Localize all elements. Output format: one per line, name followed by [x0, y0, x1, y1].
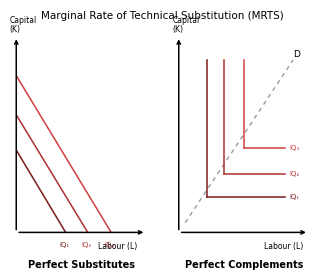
- Text: IQ₃: IQ₃: [289, 145, 299, 151]
- Text: Labour (L): Labour (L): [264, 242, 304, 251]
- Text: IQ₃: IQ₃: [105, 242, 115, 248]
- Text: IQ₁: IQ₁: [59, 242, 70, 248]
- Text: IQ₂: IQ₂: [289, 171, 300, 177]
- Text: Perfect Complements: Perfect Complements: [185, 260, 303, 270]
- Text: Perfect Substitutes: Perfect Substitutes: [28, 260, 135, 270]
- Text: IQ₁: IQ₁: [289, 194, 299, 200]
- Text: Capital
(K): Capital (K): [10, 16, 37, 34]
- Text: Labour (L): Labour (L): [98, 242, 137, 251]
- Text: Capital
(K): Capital (K): [172, 16, 200, 34]
- Text: D: D: [293, 50, 301, 59]
- Text: IQ₂: IQ₂: [81, 242, 92, 248]
- Text: Marginal Rate of Technical Substitution (MRTS): Marginal Rate of Technical Substitution …: [41, 11, 284, 21]
